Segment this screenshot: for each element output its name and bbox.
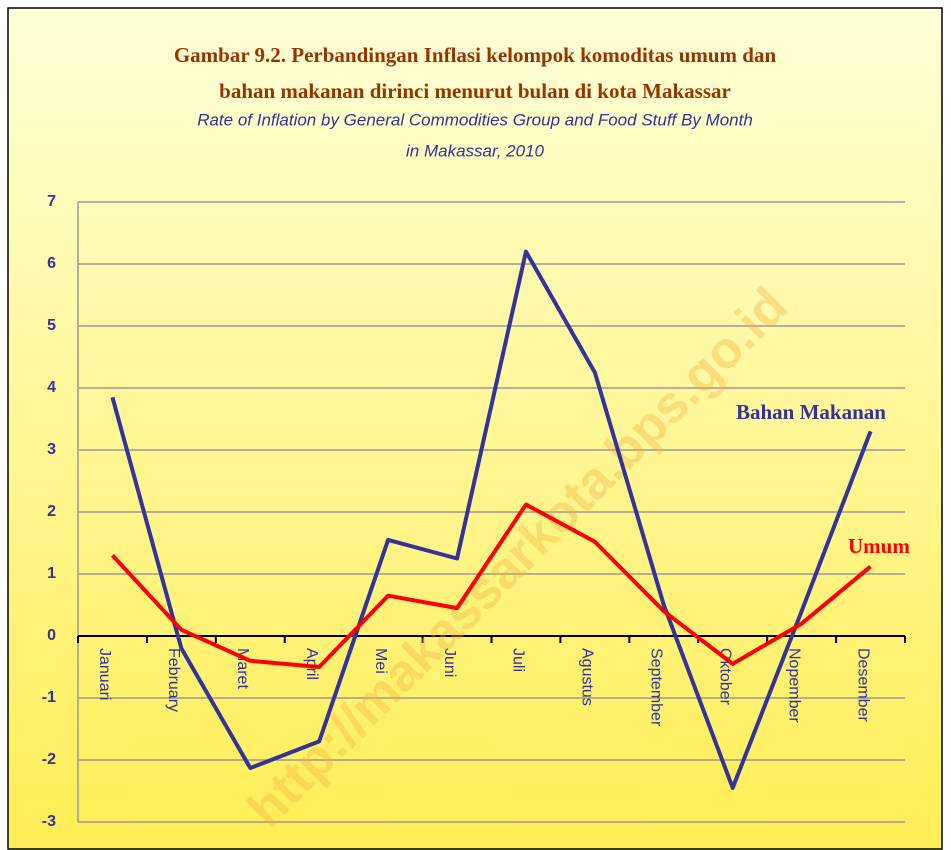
x-tick-label: September: [648, 648, 665, 727]
y-tick-label: 5: [47, 317, 56, 334]
y-tick-label: 3: [47, 441, 56, 458]
y-tick-label: 0: [47, 627, 56, 644]
x-tick-label: Desember: [854, 648, 871, 722]
series-label: Umum: [848, 534, 910, 558]
x-tick-label: April: [303, 648, 320, 680]
y-tick-label: 4: [47, 379, 56, 396]
y-tick-label: -1: [42, 689, 56, 706]
y-tick-label: 6: [47, 255, 56, 272]
y-tick-label: 1: [47, 565, 56, 582]
x-tick-label: Juni: [441, 648, 458, 677]
y-tick-label: -2: [42, 751, 56, 768]
chart-frame: [7, 7, 943, 850]
chart-subtitle: in Makassar, 2010: [406, 141, 545, 160]
x-tick-label: Mei: [372, 648, 389, 674]
series-line: [110, 502, 872, 669]
x-tick-label: Agustus: [579, 648, 596, 706]
x-tick-label: Januari: [96, 648, 113, 700]
x-tick-label: Juli: [510, 648, 527, 672]
x-tick-label: Nopember: [785, 648, 802, 723]
chart-title: Gambar 9.2. Perbandingan Inflasi kelompo…: [174, 43, 777, 67]
series-line: [110, 249, 873, 790]
chart-title: bahan makanan dirinci menurut bulan di k…: [219, 79, 731, 103]
y-tick-label: -3: [42, 813, 56, 830]
x-tick-label: February: [165, 648, 182, 712]
series-label: Bahan Makanan: [736, 400, 886, 424]
y-tick-label: 7: [47, 193, 56, 210]
chart-subtitle: Rate of Inflation by General Commodities…: [197, 110, 753, 129]
y-tick-label: 2: [47, 503, 56, 520]
